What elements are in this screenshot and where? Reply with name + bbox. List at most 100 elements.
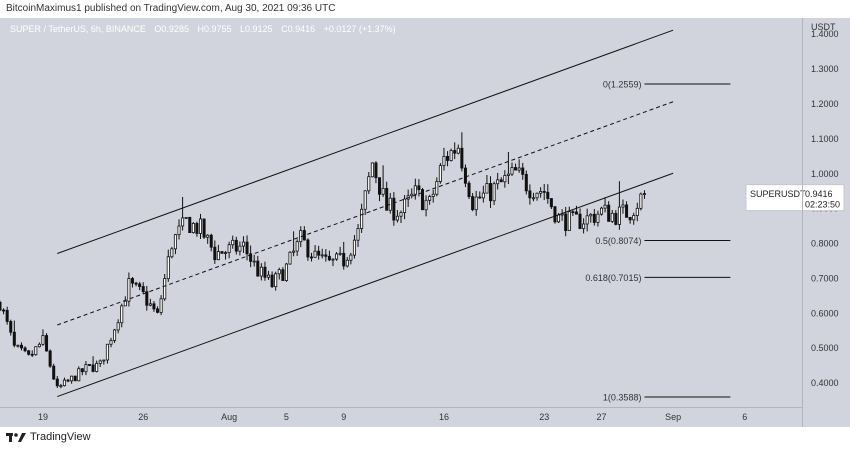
candle	[403, 195, 407, 220]
candle-body	[109, 340, 113, 345]
price-tick-label: 1.1000	[811, 134, 839, 144]
legend-high-label: H	[197, 24, 204, 34]
candle-body	[313, 250, 317, 258]
candle	[249, 245, 253, 268]
candle-body	[506, 173, 510, 176]
candle-body	[9, 321, 13, 333]
candle-body	[471, 196, 475, 211]
candle	[87, 364, 92, 366]
candle	[535, 192, 539, 201]
candle	[349, 252, 353, 265]
candle	[181, 196, 185, 231]
candle-body	[481, 192, 485, 199]
candle-body	[288, 251, 292, 265]
candle-body	[91, 364, 95, 372]
price-axis[interactable]	[802, 18, 850, 427]
candle-body	[553, 206, 557, 223]
last-price-value: 0.9416	[805, 189, 833, 199]
candle	[220, 251, 224, 254]
candle-body	[281, 269, 285, 281]
candle	[460, 132, 464, 172]
candle	[295, 239, 299, 256]
price-tick-label: 0.6000	[811, 308, 839, 318]
candle-body	[309, 256, 314, 259]
candle	[399, 210, 403, 223]
legend-close-label: C	[281, 24, 288, 34]
candle-body	[589, 213, 593, 217]
candle-body	[267, 274, 271, 278]
candle	[478, 191, 482, 199]
candle	[592, 208, 596, 226]
candle-body	[12, 331, 16, 346]
candle-body	[123, 300, 127, 307]
candle-body	[152, 303, 156, 310]
candle-body	[378, 177, 382, 195]
candle	[209, 233, 213, 252]
candle-body	[277, 269, 281, 275]
candle	[524, 170, 528, 195]
candle	[374, 161, 378, 184]
candle-body	[19, 344, 23, 349]
candle	[216, 244, 220, 261]
candle	[98, 359, 102, 367]
price-tick-label: 0.5000	[811, 343, 839, 353]
candle	[342, 241, 346, 270]
candle	[607, 201, 611, 222]
candle-body	[499, 179, 503, 183]
candle	[621, 199, 625, 214]
candle	[485, 175, 489, 194]
candle	[109, 337, 113, 348]
candle	[184, 216, 188, 219]
candle-body	[574, 211, 578, 215]
candle	[30, 350, 34, 357]
legend-low-value: 0.9125	[245, 24, 273, 34]
candle	[2, 308, 6, 315]
candle-body	[105, 343, 109, 361]
candle-body	[84, 364, 88, 373]
candle	[585, 208, 589, 232]
candle-body	[156, 308, 160, 313]
candle-body	[5, 309, 9, 322]
fib-retracement: 0(1.2559) 0.5(0.8074) 0.618(0.7015) 1(0.358…	[585, 79, 731, 402]
candle	[159, 295, 163, 316]
candle	[542, 183, 546, 201]
candle-body	[599, 207, 604, 215]
candle-body	[80, 368, 84, 373]
candle-body	[173, 234, 177, 250]
candle	[270, 271, 274, 288]
time-axis[interactable]	[0, 407, 802, 427]
candle	[77, 366, 81, 382]
candle-body	[48, 350, 52, 367]
candle-body	[403, 198, 407, 213]
candle-body	[524, 173, 528, 192]
candle	[617, 181, 621, 230]
candle	[12, 320, 16, 348]
candle	[395, 210, 399, 223]
candle	[553, 205, 557, 224]
candle	[80, 368, 84, 376]
candle-body	[55, 378, 59, 387]
price-chart[interactable]: 0(1.2559) 0.5(0.8074) 0.618(0.7015) 1(0.358…	[0, 18, 850, 427]
candle-body	[227, 244, 231, 253]
candle	[496, 172, 500, 190]
candle-body	[356, 228, 360, 241]
candle-body	[23, 347, 27, 352]
price-tick-label: 0.8000	[811, 239, 839, 249]
candle	[227, 241, 231, 259]
candle	[324, 249, 328, 262]
candle	[91, 356, 95, 373]
candle-body	[625, 204, 629, 218]
legend-high-value: 0.9755	[204, 24, 232, 34]
price-tick-label: 0.7000	[811, 273, 839, 283]
candle-body	[370, 162, 374, 178]
candle-body	[360, 208, 364, 229]
candle-body	[413, 185, 417, 195]
candle	[95, 360, 99, 373]
candle-body	[582, 223, 586, 229]
candle	[381, 165, 385, 197]
candle-body	[198, 218, 203, 234]
candle	[130, 277, 134, 288]
candle	[41, 329, 45, 346]
candle-body	[327, 255, 331, 261]
candle-body	[531, 197, 535, 200]
